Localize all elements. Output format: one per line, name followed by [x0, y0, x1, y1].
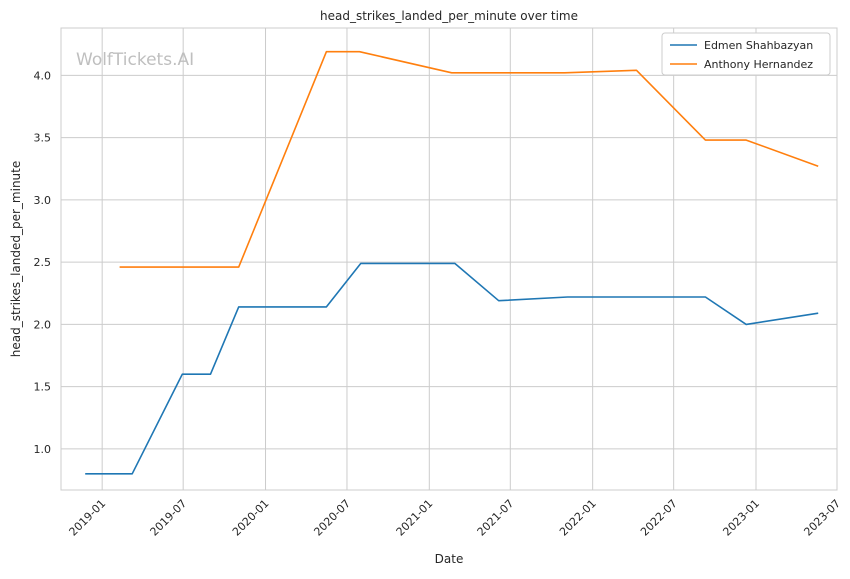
legend-label-anthony: Anthony Hernandez: [704, 58, 813, 71]
y-tick-label: 1.5: [34, 381, 52, 394]
watermark: WolfTickets.AI: [76, 50, 194, 70]
y-axis-label: head_strikes_landed_per_minute: [9, 161, 23, 358]
series-line-edmen-shahbazyan: [85, 263, 818, 473]
grid-layer: [61, 28, 837, 490]
y-tick-label: 3.0: [34, 194, 52, 207]
y-tick-label: 3.5: [34, 132, 52, 145]
x-tick-label: 2023-01: [720, 497, 762, 539]
plot-frame: [61, 28, 837, 490]
x-axis-label: Date: [435, 552, 464, 566]
y-tick-label: 1.0: [34, 443, 52, 456]
y-tick-label: 4.0: [34, 69, 52, 82]
x-tick-label: 2021-01: [394, 497, 436, 539]
legend-label-edmen: Edmen Shahbazyan: [704, 39, 813, 52]
x-tick-label: 2019-07: [148, 497, 190, 539]
x-tick-label: 2020-01: [230, 497, 272, 539]
x-tick-label: 2020-07: [311, 497, 353, 539]
y-tick-labels: 1.0 1.5 2.0 2.5 3.0 3.5 4.0: [34, 69, 52, 456]
x-tick-label: 2019-01: [67, 497, 109, 539]
x-tick-label: 2022-07: [638, 497, 680, 539]
series-line-anthony-hernandez: [120, 52, 819, 267]
series-layer: [85, 52, 818, 474]
chart-title: head_strikes_landed_per_minute over time: [320, 9, 578, 23]
x-tick-label: 2022-01: [557, 497, 599, 539]
y-tick-label: 2.0: [34, 318, 52, 331]
legend: Edmen Shahbazyan Anthony Hernandez: [662, 33, 830, 75]
y-tick-label: 2.5: [34, 256, 52, 269]
x-tick-label: 2021-07: [475, 497, 517, 539]
x-tick-label: 2023-07: [801, 497, 843, 539]
x-tick-labels: 2019-01 2019-07 2020-01 2020-07 2021-01 2021-…: [67, 497, 844, 539]
